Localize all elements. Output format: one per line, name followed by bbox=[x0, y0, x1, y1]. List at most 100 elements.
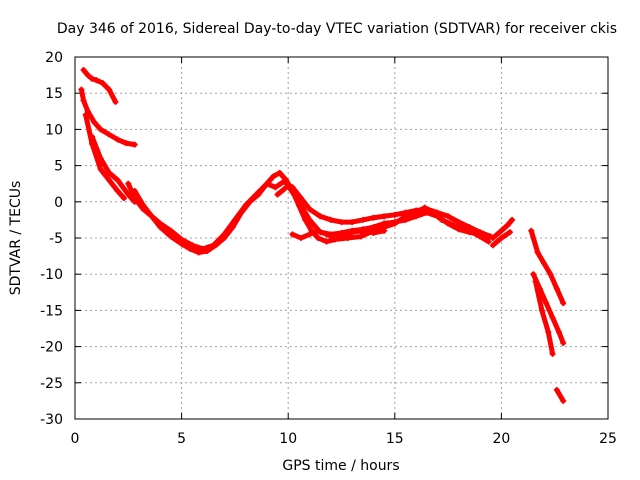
y-tick-label: 0 bbox=[54, 195, 63, 211]
data-point bbox=[340, 233, 347, 240]
data-point bbox=[270, 173, 277, 180]
plot-frame bbox=[74, 56, 609, 420]
data-point bbox=[534, 249, 541, 256]
axis-ticks: 0 5 10 15 20 25 -30 -25 -20 -15 -10 -5 0 5 10 15 20 bbox=[40, 50, 617, 447]
data-point bbox=[381, 227, 388, 234]
data-point bbox=[210, 242, 217, 249]
data-point bbox=[315, 227, 322, 234]
data-point bbox=[121, 195, 128, 202]
data-point bbox=[306, 231, 313, 238]
data-point bbox=[317, 213, 324, 220]
data-point bbox=[253, 191, 260, 198]
data-point bbox=[359, 216, 366, 223]
x-tick-label: 10 bbox=[279, 431, 297, 447]
data-point bbox=[84, 72, 91, 79]
series-branch-b bbox=[78, 86, 138, 148]
data-point bbox=[338, 219, 345, 226]
data-point bbox=[97, 155, 104, 162]
y-tick-label: -30 bbox=[40, 412, 63, 428]
data-point bbox=[370, 229, 377, 236]
x-tick-label: 0 bbox=[71, 431, 80, 447]
data-point bbox=[280, 178, 287, 185]
data-point bbox=[532, 278, 539, 285]
data-point bbox=[106, 86, 113, 93]
data-point bbox=[97, 126, 104, 133]
series-dip-branch bbox=[289, 227, 388, 241]
data-point bbox=[80, 67, 87, 74]
series-branch-a bbox=[80, 67, 119, 105]
data-point bbox=[289, 231, 296, 238]
series-line bbox=[490, 217, 515, 241]
data-point bbox=[84, 108, 91, 115]
series-late-c bbox=[532, 278, 556, 357]
data-point bbox=[498, 227, 505, 234]
y-tick-label: 15 bbox=[45, 86, 63, 102]
data-point bbox=[112, 98, 119, 105]
data-point bbox=[560, 300, 567, 307]
data-point bbox=[306, 216, 313, 223]
data-point bbox=[272, 184, 279, 191]
data-point bbox=[466, 224, 473, 231]
data-point bbox=[99, 80, 106, 87]
series-line bbox=[89, 134, 138, 205]
data-point bbox=[315, 235, 322, 241]
data-point bbox=[327, 216, 334, 223]
x-axis-label: GPS time / hours bbox=[282, 458, 399, 474]
data-point bbox=[242, 202, 249, 209]
y-tick-label: -25 bbox=[40, 376, 63, 392]
data-point bbox=[530, 271, 537, 278]
data-point bbox=[106, 131, 113, 138]
data-point bbox=[93, 77, 100, 84]
series-line bbox=[533, 278, 556, 357]
data-point bbox=[114, 136, 121, 143]
data-point bbox=[538, 307, 545, 314]
data-point bbox=[349, 229, 356, 236]
data-point bbox=[549, 350, 556, 357]
data-point bbox=[402, 209, 409, 216]
data-point bbox=[553, 285, 560, 292]
series-upper-track bbox=[131, 178, 494, 252]
data-point bbox=[274, 191, 281, 198]
data-point bbox=[80, 97, 87, 104]
data-point bbox=[541, 260, 548, 267]
series-late-tail bbox=[553, 387, 567, 404]
chart-title: Day 346 of 2016, Sidereal Day-to-day VTE… bbox=[57, 21, 617, 37]
data-point bbox=[549, 314, 556, 321]
data-point bbox=[323, 238, 330, 245]
data-point bbox=[381, 220, 388, 227]
data-point bbox=[357, 233, 364, 240]
data-point bbox=[560, 339, 567, 346]
data-point bbox=[78, 86, 85, 93]
data-point bbox=[547, 271, 554, 278]
data-point bbox=[131, 187, 138, 194]
data-point bbox=[434, 213, 441, 220]
data-point bbox=[545, 329, 552, 336]
data-point bbox=[123, 140, 130, 147]
series-line bbox=[554, 387, 566, 404]
data-point bbox=[489, 235, 496, 241]
data-point bbox=[178, 236, 185, 243]
data-point bbox=[97, 166, 104, 173]
data-point bbox=[555, 329, 562, 336]
data-point bbox=[455, 226, 462, 233]
data-point bbox=[370, 224, 377, 231]
data-point bbox=[359, 227, 366, 234]
y-axis-label: SDTVAR / TECUs bbox=[8, 181, 24, 296]
series-line bbox=[528, 228, 566, 306]
data-point bbox=[189, 242, 196, 249]
data-point bbox=[167, 233, 174, 240]
data-point bbox=[489, 242, 496, 249]
data-point bbox=[391, 219, 398, 226]
x-tick-label: 20 bbox=[492, 431, 510, 447]
data-point bbox=[332, 235, 339, 241]
data-point bbox=[553, 387, 560, 394]
data-point bbox=[560, 397, 567, 404]
data-series bbox=[78, 67, 567, 404]
data-point bbox=[131, 141, 138, 148]
y-tick-label: 10 bbox=[45, 122, 63, 138]
series-lower-track bbox=[274, 182, 492, 241]
data-point bbox=[506, 229, 513, 236]
data-point bbox=[349, 219, 356, 226]
data-point bbox=[498, 235, 505, 241]
